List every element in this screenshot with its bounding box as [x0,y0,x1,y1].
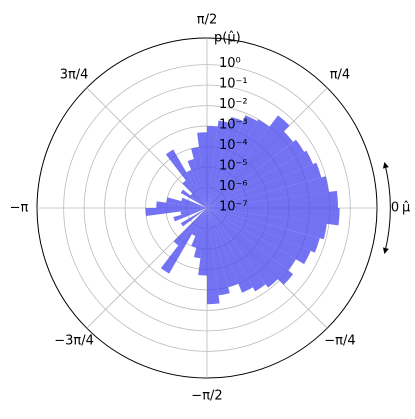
angle-tick-label: π/2 [197,13,217,28]
angle-tick-label: −3π/4 [54,333,94,348]
r-tick-label: 10⁻⁴ [219,138,248,153]
angle-tick-label: −π/4 [324,333,355,348]
r-tick-label: 10⁻⁶ [219,179,248,194]
r-tick-label: 10⁻² [219,97,248,112]
angle-tick-label: −π/2 [191,389,222,404]
r-tick-label: 10⁻⁷ [219,200,248,215]
x-axis-label: μ̂ [402,201,410,216]
angle-tick-label: 0 [391,201,399,216]
r-tick-label: 10⁻⁵ [219,159,248,174]
r-tick-label: 10⁰ [219,56,241,71]
angle-tick-label: −π [10,200,29,215]
angle-tick-label: π/4 [330,68,350,83]
r-tick-label: 10⁻¹ [219,77,248,92]
y-axis-label: p(μ̂) [214,31,241,46]
direction-arrow [385,163,391,253]
r-tick-label: 10⁻³ [219,118,248,133]
angle-tick-label: 3π/4 [60,68,89,83]
